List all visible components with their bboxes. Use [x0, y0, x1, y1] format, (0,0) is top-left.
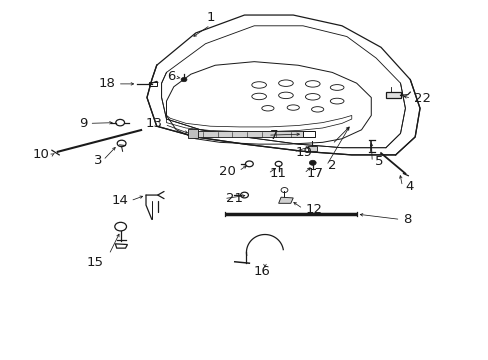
Text: 5: 5 — [374, 155, 383, 168]
Text: 19: 19 — [295, 145, 312, 158]
Polygon shape — [385, 92, 400, 98]
Text: 11: 11 — [269, 167, 286, 180]
Text: 7: 7 — [269, 129, 278, 142]
Polygon shape — [307, 146, 316, 150]
Circle shape — [181, 77, 186, 82]
Text: 4: 4 — [405, 180, 413, 193]
Text: 2: 2 — [328, 159, 336, 172]
Text: 21: 21 — [225, 192, 243, 205]
Text: 22: 22 — [413, 92, 430, 105]
Polygon shape — [193, 131, 303, 137]
Text: 8: 8 — [403, 213, 411, 226]
Text: 10: 10 — [33, 148, 49, 161]
Text: 18: 18 — [98, 77, 115, 90]
Text: 13: 13 — [145, 117, 162, 130]
Text: 1: 1 — [206, 11, 214, 24]
Text: 3: 3 — [93, 154, 102, 167]
Polygon shape — [278, 197, 293, 203]
Text: 9: 9 — [79, 117, 87, 130]
Circle shape — [309, 160, 316, 165]
Text: 12: 12 — [305, 203, 322, 216]
Text: 20: 20 — [219, 165, 235, 177]
Text: 6: 6 — [166, 70, 175, 83]
Text: 15: 15 — [86, 256, 103, 269]
Text: 17: 17 — [306, 167, 323, 180]
Polygon shape — [188, 129, 198, 138]
Text: 16: 16 — [253, 265, 269, 278]
Text: 14: 14 — [111, 194, 128, 207]
